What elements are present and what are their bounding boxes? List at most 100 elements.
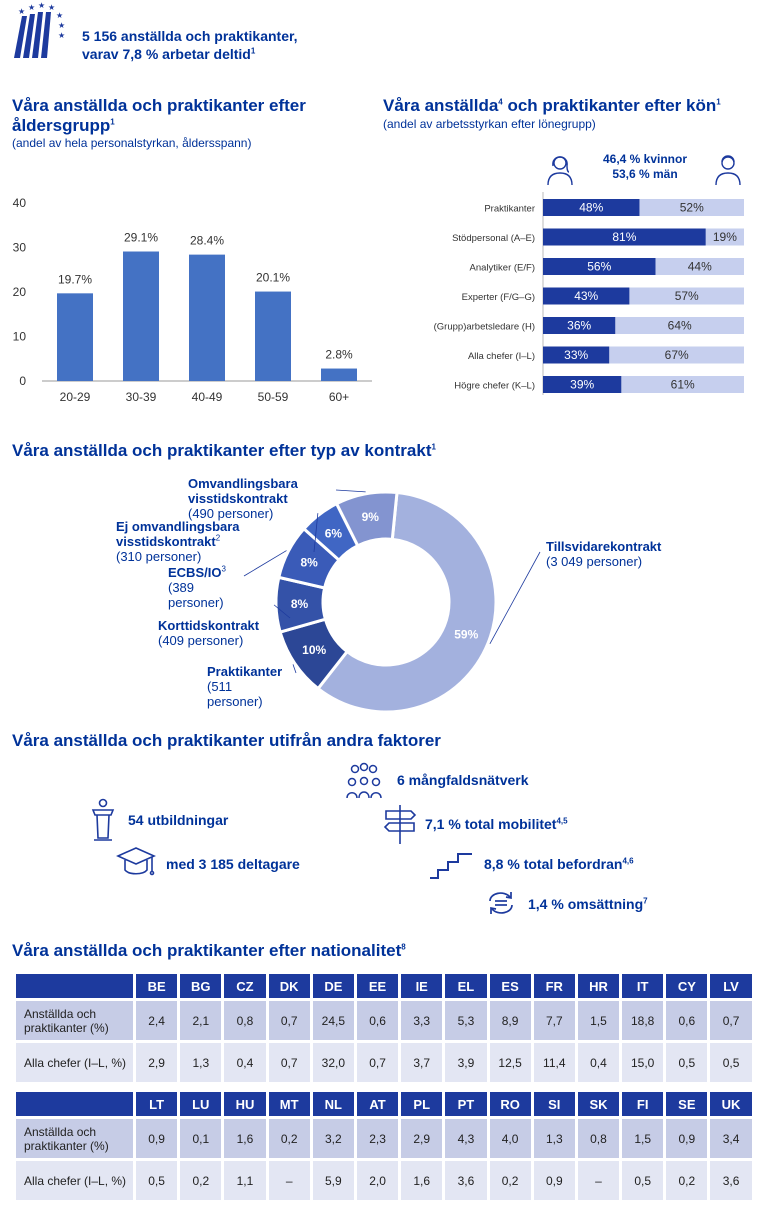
country-code-header: LT [136, 1092, 178, 1116]
country-code-header: PT [445, 1092, 487, 1116]
women-share: 46,4 % kvinnor [602, 152, 688, 166]
age-y-tick-label: 40 [13, 196, 27, 210]
age-category-label: 20-29 [60, 390, 91, 404]
table-cell: 0,2 [666, 1161, 708, 1200]
stairs-icon [428, 848, 474, 885]
svg-text:★: ★ [58, 21, 65, 30]
gender-bar-men [705, 228, 744, 246]
trainings-count: 54 utbildningar [128, 812, 229, 828]
donut-slice [315, 490, 498, 714]
svg-text:★: ★ [58, 31, 65, 40]
donut-leader-line [273, 604, 291, 619]
age-bar-value-label: 2.8% [325, 348, 353, 362]
age-bar-chart: 0 10 20 30 40 19.7% 20-29 29.1% 30-39 28.4% 40-49 2… [13, 196, 372, 404]
table-cell: 15,0 [622, 1043, 664, 1082]
table-cell: 0,2 [489, 1161, 531, 1200]
gender-bar-men [615, 317, 744, 334]
age-y-tick-label: 10 [13, 330, 27, 344]
country-code-header: DE [312, 974, 354, 998]
headline: 5 156 anställda och praktikanter, varav … [82, 27, 298, 63]
table-cell: 32,0 [312, 1043, 354, 1082]
row-label: Alla chefer (I–L, %) [16, 1161, 133, 1200]
staff-share-row: Anställda och praktikanter (%) 0,9 0,1 1,6 0… [16, 1119, 752, 1158]
age-category-label: 60+ [329, 390, 349, 404]
participants-count: med 3 185 deltagare [166, 856, 300, 872]
table-cell: 0,7 [268, 1001, 310, 1040]
table-cell: 1,3 [180, 1043, 222, 1082]
nationality-table-1: BE BG CZ DK DE EE IE EL ES FR HR IT CY LV Anställda oc… [13, 971, 755, 1085]
table-header-blank [16, 1092, 133, 1116]
table-cell: 0,7 [356, 1043, 399, 1082]
table-cell: 1,6 [401, 1161, 443, 1200]
country-code-header: MT [268, 1092, 310, 1116]
gender-women-value-label: 81% [612, 230, 636, 244]
donut-leader-line [243, 550, 287, 577]
table-cell: – [577, 1161, 620, 1200]
table-cell: 0,6 [666, 1001, 708, 1040]
table-cell: 11,4 [533, 1043, 575, 1082]
table-cell: 1,1 [224, 1161, 266, 1200]
table-cell: 3,6 [445, 1161, 487, 1200]
factors-title: Våra anställda och praktikanter utifrån … [12, 731, 441, 750]
age-y-tick-label: 20 [13, 285, 27, 299]
staff-share-row: Anställda och praktikanter (%) 2,4 2,1 0,8 0… [16, 1001, 752, 1040]
gender-bar-men [609, 346, 744, 364]
donut-leader-line [313, 513, 319, 553]
country-code-header: DK [268, 974, 310, 998]
age-bar [123, 251, 159, 381]
table-cell: 2,4 [136, 1001, 178, 1040]
table-cell: 4,3 [445, 1119, 487, 1158]
gender-category-label: Stödpersonal (A–E) [452, 233, 535, 244]
table-cell: 3,4 [710, 1119, 752, 1158]
country-code-header: IE [401, 974, 443, 998]
table-cell: 5,9 [312, 1161, 354, 1200]
table-cell: 3,9 [445, 1043, 487, 1082]
graduation-cap-icon [116, 845, 156, 884]
age-title: Våra anställda och praktikanter efter åld… [12, 96, 306, 135]
gender-men-value-label: 67% [665, 348, 689, 362]
country-code-header: RO [489, 1092, 531, 1116]
table-cell: 18,8 [622, 1001, 664, 1040]
table-cell: 0,5 [622, 1161, 664, 1200]
gender-subtitle: (andel av arbetsstyrkan efter lönegrupp) [383, 117, 596, 131]
age-category-label: 50-59 [258, 390, 289, 404]
label-convertible-fixed-term: Omvandlingsbara visstidskontrakt (490 pers… [188, 476, 298, 521]
table-cell: 0,5 [666, 1043, 708, 1082]
country-code-header: CZ [224, 974, 266, 998]
men-share: 53,6 % män [612, 167, 678, 181]
gender-bar-women [543, 228, 706, 246]
gender-women-value-label: 56% [587, 260, 611, 274]
table-cell: 0,7 [268, 1043, 310, 1082]
man-icon [712, 150, 744, 191]
table-cell: 0,6 [356, 1001, 399, 1040]
table-cell: 5,3 [445, 1001, 487, 1040]
table-cell: 1,5 [577, 1001, 620, 1040]
country-code-header: NL [312, 1092, 354, 1116]
table-cell: 12,5 [489, 1043, 531, 1082]
label-short-term: Korttidskontrakt (409 personer) [158, 618, 260, 648]
table-cell: 0,9 [666, 1119, 708, 1158]
donut-slice-label: 6% [325, 526, 343, 540]
gender-men-value-label: 64% [668, 319, 692, 333]
table-cell: 0,5 [136, 1161, 178, 1200]
age-category-label: 40-49 [192, 390, 223, 404]
gender-women-value-label: 48% [579, 201, 603, 215]
table-cell: 0,5 [710, 1043, 752, 1082]
gender-bar-women [543, 287, 630, 305]
donut-slice [334, 490, 399, 548]
headline-line-1: 5 156 anställda och praktikanter, [82, 28, 298, 44]
turnover-rate: 1,4 % omsättning7 [528, 896, 648, 912]
table-cell: 8,9 [489, 1001, 531, 1040]
table-cell: 1,6 [224, 1119, 266, 1158]
total-mobility: 7,1 % total mobilitet4,5 [425, 816, 568, 832]
country-code-header: LU [180, 1092, 222, 1116]
svg-text:★: ★ [28, 3, 35, 12]
country-code-header: EL [445, 974, 487, 998]
gender-bar-women [543, 199, 640, 216]
table-cell: 0,1 [180, 1119, 222, 1158]
svg-text:★: ★ [18, 7, 25, 16]
age-bar-value-label: 28.4% [190, 234, 224, 248]
ecb-logo-icon: ★ ★ ★ ★★★ ★ [14, 1, 65, 58]
diversity-networks: 6 mångfaldsnätverk [397, 772, 529, 788]
country-code-header: SK [577, 1092, 620, 1116]
